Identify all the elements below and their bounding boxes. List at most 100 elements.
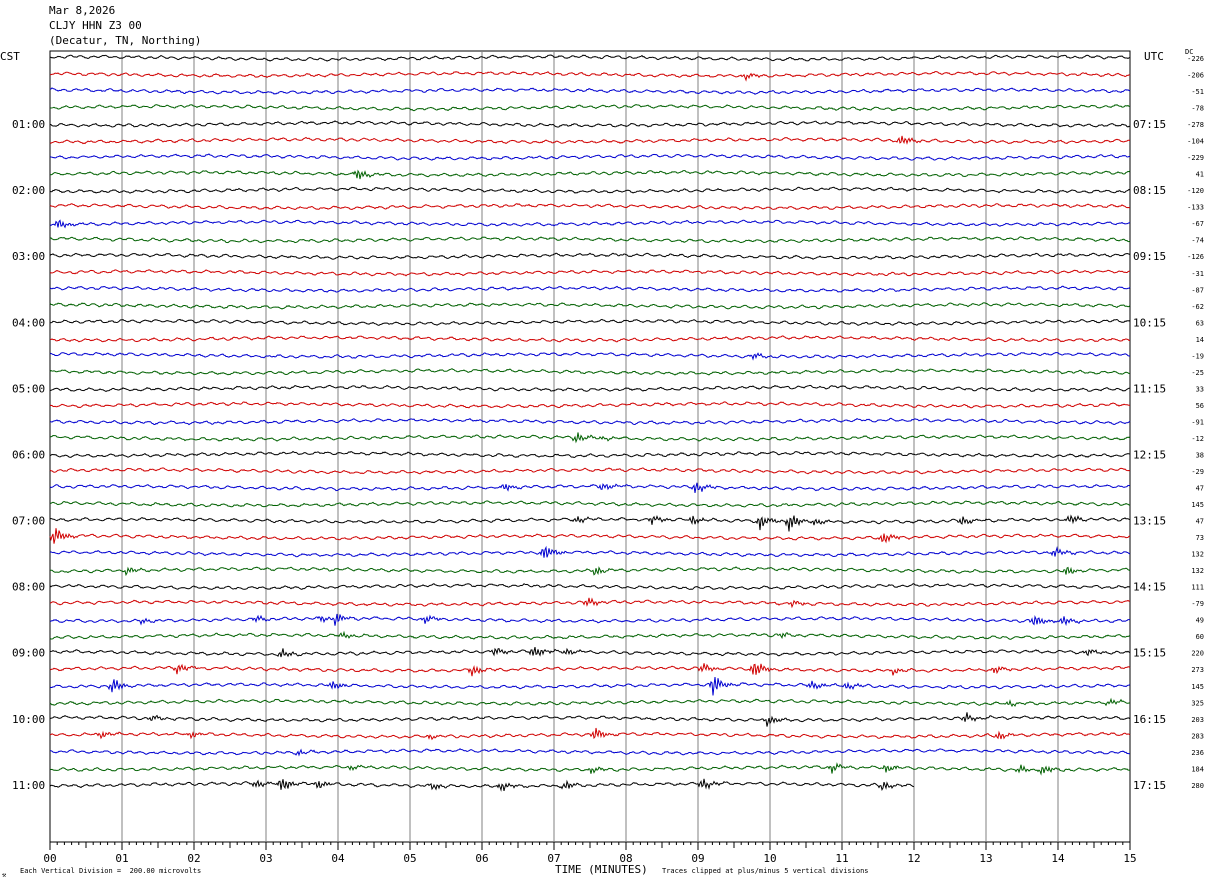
seismic-trace: [50, 335, 1131, 343]
seismic-trace: [49, 663, 1131, 677]
dc-offset-label: 60: [1196, 633, 1204, 641]
cst-hour-label: 04:00: [12, 316, 45, 329]
seismic-trace: [49, 583, 1131, 591]
x-tick-label: 00: [43, 852, 56, 865]
dc-offset-label: 203: [1191, 716, 1204, 724]
cst-hour-label: 09:00: [12, 647, 45, 660]
dc-offset-label: 132: [1191, 551, 1204, 559]
dc-offset-label: -278: [1187, 121, 1204, 129]
x-tick-label: 11: [835, 852, 848, 865]
utc-hour-label: 15:15: [1133, 647, 1166, 660]
cst-hour-label: 03:00: [12, 250, 45, 263]
seismic-trace: [49, 252, 1131, 260]
x-axis-label: TIME (MINUTES): [555, 863, 648, 876]
x-tick-label: 01: [115, 852, 128, 865]
x-tick-label: 05: [403, 852, 416, 865]
seismic-trace: [49, 613, 1131, 627]
dc-offset-label: -74: [1191, 237, 1204, 245]
x-tick-label: 09: [691, 852, 704, 865]
seismic-trace: [49, 236, 1131, 244]
dc-offset-label: 145: [1191, 501, 1204, 509]
dc-offset-label: 325: [1191, 699, 1204, 707]
x-tick-label: 13: [979, 852, 992, 865]
dc-offset-label: 132: [1191, 567, 1204, 575]
utc-hour-label: 12:15: [1133, 448, 1166, 461]
dc-offset-label: 111: [1191, 584, 1204, 592]
seismic-trace: [49, 87, 1131, 95]
dc-offset-label: -206: [1187, 72, 1204, 80]
dc-offset-label: -51: [1191, 88, 1204, 96]
dc-offset-label: -67: [1191, 220, 1204, 228]
seismic-trace: [49, 401, 1131, 409]
dc-offset-label: 41: [1196, 171, 1204, 179]
station-location: (Decatur, TN, Northing): [49, 34, 202, 47]
seismic-trace: [49, 203, 1131, 211]
dc-offset-label: 283: [1191, 732, 1204, 740]
x-tick-label: 10: [763, 852, 776, 865]
utc-hour-label: 08:15: [1133, 184, 1166, 197]
seismic-trace: [49, 54, 1131, 62]
x-tick-label: 12: [907, 852, 920, 865]
cst-hour-label: 05:00: [12, 382, 45, 395]
dc-offset-label: 33: [1196, 385, 1204, 393]
vertical-division-note: Each Vertical Division = 200.00 microvol…: [20, 867, 202, 875]
seismic-trace: [49, 545, 1131, 558]
chart-date: Mar 8,2026: [49, 4, 116, 17]
seismic-trace: [49, 762, 1131, 776]
seismic-trace: [49, 467, 1131, 475]
cst-hour-label: 06:00: [12, 448, 45, 461]
dc-offset-label: 273: [1191, 666, 1204, 674]
dc-offset-label: -31: [1191, 270, 1204, 278]
seismic-trace: [49, 677, 1131, 696]
x-tick-label: 06: [475, 852, 488, 865]
seismic-trace: [49, 269, 1131, 277]
dc-offset-label: -133: [1187, 204, 1204, 212]
right-timezone-label: UTC: [1144, 50, 1164, 63]
seismic-trace: [49, 727, 1131, 741]
dc-offset-label: -19: [1191, 352, 1204, 360]
clip-note: Traces clipped at plus/minus 5 vertical …: [662, 867, 869, 875]
dc-header: DC: [1185, 48, 1194, 56]
cst-hour-label: 01:00: [12, 118, 45, 131]
dc-offset-label: 47: [1196, 485, 1204, 493]
seismic-trace: [49, 302, 1131, 310]
dc-offset-label: -126: [1187, 253, 1204, 261]
cst-hour-label: 08:00: [12, 581, 45, 594]
dc-offset-label: 56: [1196, 402, 1204, 410]
seismic-trace: [49, 597, 1131, 609]
seismic-trace: [49, 566, 1131, 577]
x-tick-label: 03: [259, 852, 272, 865]
dc-offset-label: -25: [1191, 369, 1204, 377]
seismic-trace: [49, 285, 1131, 293]
plot-frame: [49, 50, 1131, 843]
dc-offset-label: -229: [1187, 154, 1204, 162]
dc-offset-label: 73: [1196, 534, 1204, 542]
dc-offset-label: -104: [1187, 138, 1204, 146]
seismic-trace: [49, 748, 1130, 757]
dc-offset-label: 145: [1191, 683, 1204, 691]
utc-hour-label: 16:15: [1133, 713, 1166, 726]
dc-offset-label: 280: [1191, 782, 1204, 790]
dc-offset-label: 236: [1191, 749, 1204, 757]
cst-hour-label: 10:00: [12, 713, 45, 726]
utc-hour-label: 10:15: [1133, 316, 1166, 329]
x-tick-label: 04: [331, 852, 345, 865]
dc-offset-label: 14: [1196, 336, 1204, 344]
seismic-trace: [49, 368, 1131, 376]
dc-offset-label: -62: [1191, 303, 1204, 311]
seismic-trace: [49, 482, 1131, 493]
seismic-trace: [49, 186, 1131, 194]
seismic-trace: [49, 432, 1131, 444]
utc-hour-label: 09:15: [1133, 250, 1166, 263]
dc-offset-label: 38: [1196, 451, 1204, 459]
x-tick-label: 15: [1123, 852, 1136, 865]
dc-offset-label: 63: [1196, 319, 1204, 327]
seismic-trace: [49, 219, 1131, 229]
utc-hour-label: 14:15: [1133, 581, 1166, 594]
seismic-trace: [49, 153, 1131, 161]
seismic-trace: [50, 417, 1131, 426]
x-tick-label: 02: [187, 852, 200, 865]
station-code: CLJY HHN Z3 00: [49, 19, 142, 32]
seismic-trace: [49, 120, 1131, 128]
